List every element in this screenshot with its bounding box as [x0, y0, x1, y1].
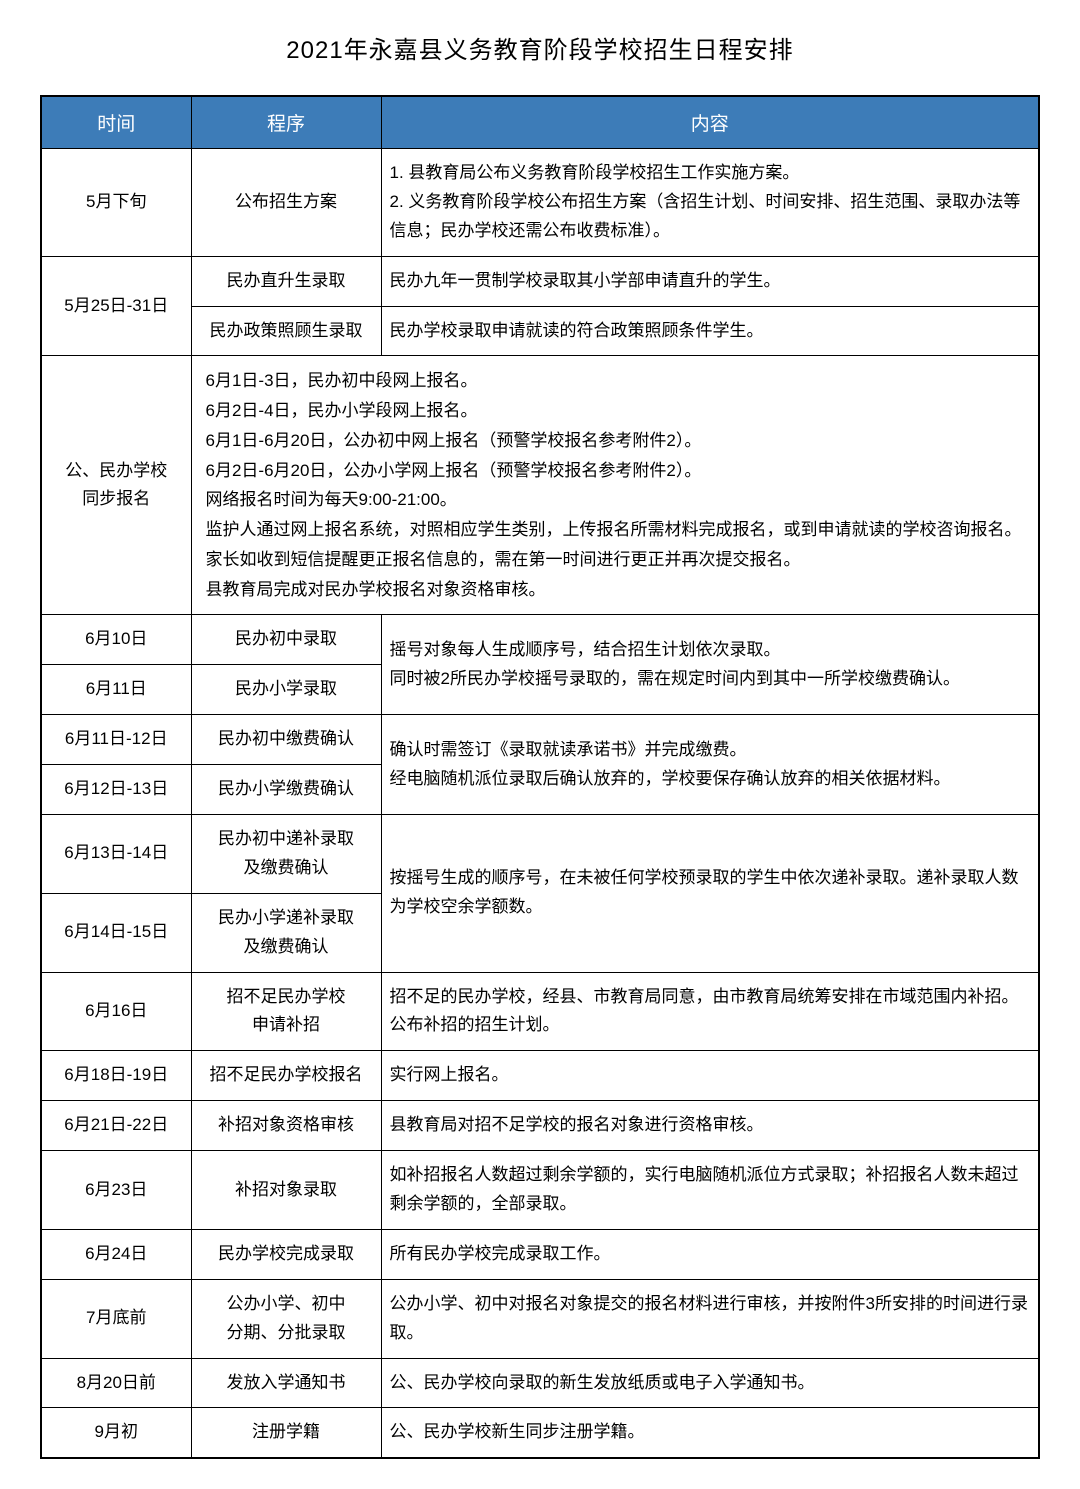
cell-proc: 民办初中递补录取及缴费确认 — [191, 815, 381, 894]
cell-cont: 民办九年一贯制学校录取其小学部申请直升的学生。 — [381, 256, 1039, 306]
cell-time: 9月初 — [41, 1408, 191, 1458]
table-row: 6月23日 补招对象录取 如补招报名人数超过剩余学额的，实行电脑随机派位方式录取… — [41, 1151, 1039, 1230]
table-row: 5月25日-31日 民办直升生录取 民办九年一贯制学校录取其小学部申请直升的学生… — [41, 256, 1039, 306]
cell-cont: 实行网上报名。 — [381, 1051, 1039, 1101]
cell-cont: 所有民办学校完成录取工作。 — [381, 1229, 1039, 1279]
cell-proc: 民办小学录取 — [191, 665, 381, 715]
table-row: 8月20日前 发放入学通知书 公、民办学校向录取的新生发放纸质或电子入学通知书。 — [41, 1358, 1039, 1408]
table-row: 7月底前 公办小学、初中分期、分批录取 公办小学、初中对报名对象提交的报名材料进… — [41, 1279, 1039, 1358]
cell-cont: 民办学校录取申请就读的符合政策照顾条件学生。 — [381, 306, 1039, 356]
cell-proc: 民办小学递补录取及缴费确认 — [191, 893, 381, 972]
cell-proc: 民办直升生录取 — [191, 256, 381, 306]
cell-proc: 公办小学、初中分期、分批录取 — [191, 1279, 381, 1358]
cell-time: 公、民办学校同步报名 — [41, 356, 191, 615]
table-row: 5月下旬 公布招生方案 1. 县教育局公布义务教育阶段学校招生工作实施方案。2.… — [41, 149, 1039, 257]
table-row: 6月16日 招不足民办学校申请补招 招不足的民办学校，经县、市教育局同意，由市教… — [41, 972, 1039, 1051]
table-row: 9月初 注册学籍 公、民办学校新生同步注册学籍。 — [41, 1408, 1039, 1458]
cell-cont: 县教育局对招不足学校的报名对象进行资格审核。 — [381, 1101, 1039, 1151]
table-row: 6月21日-22日 补招对象资格审核 县教育局对招不足学校的报名对象进行资格审核… — [41, 1101, 1039, 1151]
cell-time: 6月11日 — [41, 665, 191, 715]
cell-proc: 补招对象录取 — [191, 1151, 381, 1230]
table-row: 6月10日 民办初中录取 摇号对象每人生成顺序号，结合招生计划依次录取。同时被2… — [41, 615, 1039, 665]
col-header-time: 时间 — [41, 96, 191, 149]
cell-cont: 公办小学、初中对报名对象提交的报名材料进行审核，并按附件3所安排的时间进行录取。 — [381, 1279, 1039, 1358]
cell-time: 6月18日-19日 — [41, 1051, 191, 1101]
table-row: 6月11日-12日 民办初中缴费确认 确认时需签订《录取就读承诺书》并完成缴费。… — [41, 715, 1039, 765]
cell-cont: 公、民办学校新生同步注册学籍。 — [381, 1408, 1039, 1458]
cell-proc: 民办政策照顾生录取 — [191, 306, 381, 356]
cell-proc: 民办学校完成录取 — [191, 1229, 381, 1279]
cell-proc: 注册学籍 — [191, 1408, 381, 1458]
cell-time: 8月20日前 — [41, 1358, 191, 1408]
cell-time: 7月底前 — [41, 1279, 191, 1358]
cell-proc: 招不足民办学校申请补招 — [191, 972, 381, 1051]
cell-cont: 招不足的民办学校，经县、市教育局同意，由市教育局统筹安排在市域范围内补招。公布补… — [381, 972, 1039, 1051]
cell-time: 6月11日-12日 — [41, 715, 191, 765]
cell-time: 6月14日-15日 — [41, 893, 191, 972]
cell-time: 6月12日-13日 — [41, 765, 191, 815]
cell-proc: 补招对象资格审核 — [191, 1101, 381, 1151]
table-row: 6月18日-19日 招不足民办学校报名 实行网上报名。 — [41, 1051, 1039, 1101]
cell-proc: 公布招生方案 — [191, 149, 381, 257]
cell-time: 5月下旬 — [41, 149, 191, 257]
col-header-cont: 内容 — [381, 96, 1039, 149]
cell-time: 6月13日-14日 — [41, 815, 191, 894]
cell-proc: 发放入学通知书 — [191, 1358, 381, 1408]
cell-time: 6月16日 — [41, 972, 191, 1051]
cell-cont: 公、民办学校向录取的新生发放纸质或电子入学通知书。 — [381, 1358, 1039, 1408]
cell-proc: 民办初中录取 — [191, 615, 381, 665]
cell-time: 5月25日-31日 — [41, 256, 191, 356]
table-row: 民办政策照顾生录取 民办学校录取申请就读的符合政策照顾条件学生。 — [41, 306, 1039, 356]
page-title: 2021年永嘉县义务教育阶段学校招生日程安排 — [40, 30, 1040, 65]
cell-time: 6月10日 — [41, 615, 191, 665]
cell-time: 6月24日 — [41, 1229, 191, 1279]
schedule-table: 时间 程序 内容 5月下旬 公布招生方案 1. 县教育局公布义务教育阶段学校招生… — [40, 95, 1040, 1459]
cell-proc: 民办初中缴费确认 — [191, 715, 381, 765]
cell-time: 6月23日 — [41, 1151, 191, 1230]
table-row: 公、民办学校同步报名 6月1日-3日，民办初中段网上报名。6月2日-4日，民办小… — [41, 356, 1039, 615]
cell-proc: 民办小学缴费确认 — [191, 765, 381, 815]
table-row: 6月24日 民办学校完成录取 所有民办学校完成录取工作。 — [41, 1229, 1039, 1279]
cell-cont: 按摇号生成的顺序号，在未被任何学校预录取的学生中依次递补录取。递补录取人数为学校… — [381, 815, 1039, 973]
cell-time: 6月21日-22日 — [41, 1101, 191, 1151]
cell-cont: 如补招报名人数超过剩余学额的，实行电脑随机派位方式录取；补招报名人数未超过剩余学… — [381, 1151, 1039, 1230]
cell-cont: 1. 县教育局公布义务教育阶段学校招生工作实施方案。2. 义务教育阶段学校公布招… — [381, 149, 1039, 257]
cell-cont: 6月1日-3日，民办初中段网上报名。6月2日-4日，民办小学段网上报名。6月1日… — [191, 356, 1039, 615]
table-row: 6月13日-14日 民办初中递补录取及缴费确认 按摇号生成的顺序号，在未被任何学… — [41, 815, 1039, 894]
cell-cont: 摇号对象每人生成顺序号，结合招生计划依次录取。同时被2所民办学校摇号录取的，需在… — [381, 615, 1039, 715]
cell-proc: 招不足民办学校报名 — [191, 1051, 381, 1101]
col-header-proc: 程序 — [191, 96, 381, 149]
cell-cont: 确认时需签订《录取就读承诺书》并完成缴费。经电脑随机派位录取后确认放弃的，学校要… — [381, 715, 1039, 815]
